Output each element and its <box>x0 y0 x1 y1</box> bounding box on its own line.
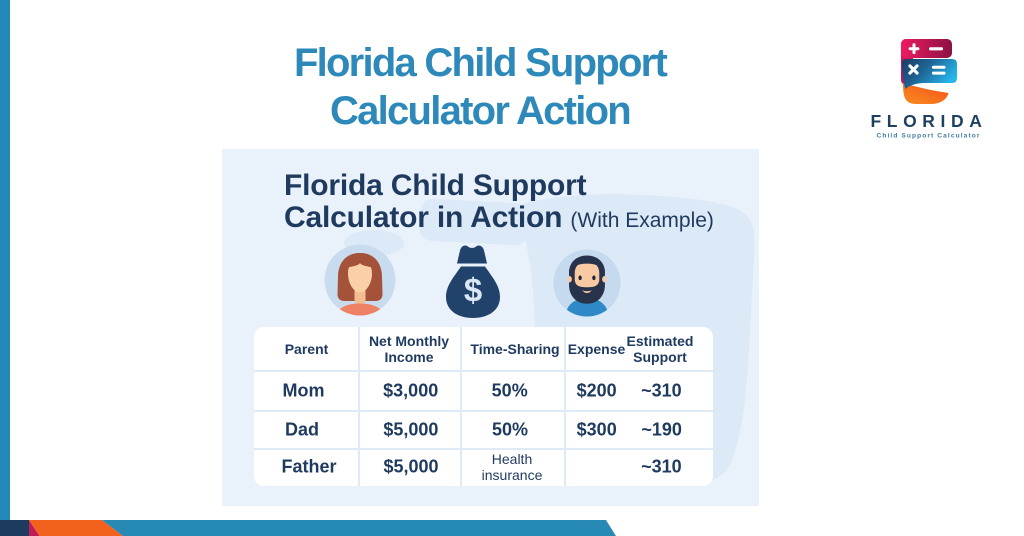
svg-text:$: $ <box>464 272 482 309</box>
svg-text:Child Support Calculator: Child Support Calculator <box>876 133 980 140</box>
svg-text:FLORIDA: FLORIDA <box>871 111 988 131</box>
